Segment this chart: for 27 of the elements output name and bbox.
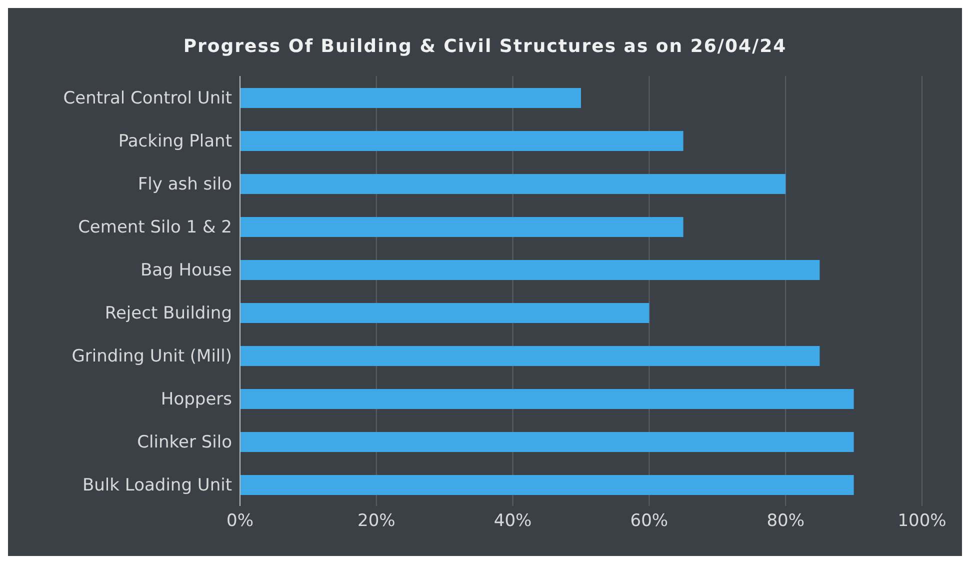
x-tick-label: 100%	[898, 511, 946, 532]
y-tick-label: Cement Silo 1 & 2	[78, 218, 232, 238]
y-tick-label: Grinding Unit (Mill)	[72, 346, 232, 367]
bar	[240, 260, 820, 280]
bar	[240, 432, 854, 452]
chart-title: Progress Of Building & Civil Structures as on 26/04/24	[182, 35, 788, 59]
bar	[240, 174, 786, 194]
bar	[240, 131, 684, 151]
x-tick-label: 60%	[630, 511, 668, 532]
y-tick-label: Bag House	[140, 260, 232, 281]
x-tick-label: 0%	[226, 511, 254, 532]
x-tick-label: 80%	[766, 511, 804, 532]
y-tick-label: Packing Plant	[118, 132, 232, 152]
bar	[240, 217, 684, 237]
x-tick-label: 40%	[494, 511, 532, 532]
y-tick-label: Fly ash silo	[138, 174, 232, 195]
y-tick-label: Hoppers	[160, 390, 232, 410]
bar	[240, 475, 854, 495]
bar	[240, 389, 854, 409]
y-tick-label: Clinker Silo	[137, 432, 232, 453]
x-tick-label: 20%	[358, 511, 396, 532]
y-tick-label: Bulk Loading Unit	[82, 476, 232, 496]
y-tick-label: Reject Building	[104, 304, 232, 324]
bar	[240, 303, 650, 323]
bar	[240, 346, 820, 366]
y-tick-label: Central Control Unit	[63, 88, 232, 109]
bar	[240, 88, 581, 108]
